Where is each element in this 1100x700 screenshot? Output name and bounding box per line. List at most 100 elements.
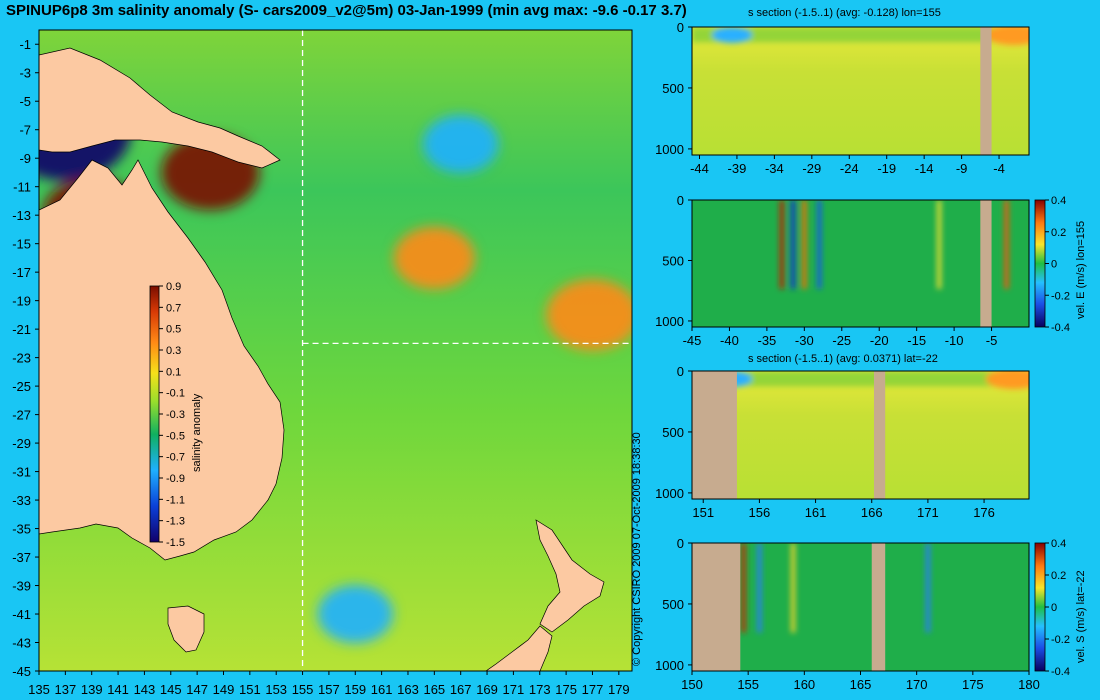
map-colorbar-tick-label: 0.7: [166, 302, 181, 314]
section-x-tick-label: -34: [765, 161, 784, 176]
map-colorbar-tick-label: 0.1: [166, 366, 181, 378]
map-frame: [38, 29, 633, 672]
warm-surface-patch: [986, 27, 1029, 45]
surface-band: [692, 27, 1029, 43]
section-x-tick-label: 170: [906, 677, 928, 692]
velocity-colorbar-tick-label: 0.2: [1051, 570, 1066, 582]
velocity-jet-0: [779, 200, 784, 289]
velocity-colorbar-label: vel. S (m/s) lat=-22: [1075, 570, 1087, 663]
map-y-tick-label: -41: [12, 607, 31, 622]
section-land-0: [980, 27, 992, 155]
map-colorbar-tick-label: 0.9: [166, 281, 181, 293]
section-y-tick-label: 500: [662, 253, 684, 268]
map-colorbar-tick-label: -1.3: [166, 516, 185, 528]
map-x-tick-label: 135: [28, 682, 50, 697]
warm-surface-patch: [986, 371, 1029, 389]
sec1-field: [692, 27, 1029, 155]
section-background: [692, 543, 1029, 671]
velocity-jet-1: [791, 200, 796, 289]
section-background: [692, 27, 1029, 155]
section-land-1: [871, 543, 886, 671]
fresh-anomaly-5: [422, 114, 499, 173]
section-x-tick-label: -10: [945, 333, 964, 348]
section-x-tick-label: -24: [840, 161, 859, 176]
section-x-tick-label: -25: [832, 333, 851, 348]
section-y-tick-label: 500: [662, 597, 684, 612]
section-y-tick-label: 0: [677, 364, 684, 379]
map-y-tick-label: -15: [12, 237, 31, 252]
section-x-tick-label: 161: [805, 505, 827, 520]
section-y-tick-label: 500: [662, 81, 684, 96]
map-y-tick-label: -33: [12, 493, 31, 508]
sec4-field: [692, 543, 1029, 671]
section-x-tick-label: 160: [793, 677, 815, 692]
map-y-tick-label: -43: [12, 636, 31, 651]
land-new-zealand-north: [535, 519, 605, 633]
section-x-tick-label: 180: [1018, 677, 1040, 692]
section-x-tick-label: 166: [861, 505, 883, 520]
map-y-axis: -1 -3 -5 -7 -9 -11 -13 -15 -17 -19 -21 -23 -25 -27 -29…: [12, 37, 39, 679]
map-x-tick-label: 167: [450, 682, 472, 697]
map-x-tick-label: 173: [529, 682, 551, 697]
surface-layer: [692, 27, 1029, 45]
section-x-tick-label: -39: [728, 161, 747, 176]
section-x-tick-label: -19: [877, 161, 896, 176]
land-areas: [39, 47, 605, 671]
map-y-tick-label: -9: [19, 151, 31, 166]
velocity-jet-3: [925, 543, 930, 633]
sec2-field: [692, 200, 1029, 327]
velocity-jets: [779, 200, 1009, 289]
velocity-colorbar-tick-label: 0.4: [1051, 195, 1066, 207]
map-x-tick-label: 151: [239, 682, 261, 697]
map-x-tick-label: 139: [81, 682, 103, 697]
section-y-tick-label: 0: [677, 536, 684, 551]
surface-band: [692, 371, 1029, 387]
map-x-tick-label: 169: [476, 682, 498, 697]
map-x-tick-label: 145: [160, 682, 182, 697]
map-x-tick-label: 143: [134, 682, 156, 697]
map-y-tick-label: -19: [12, 294, 31, 309]
map-colorbar-tick-label: -0.7: [166, 452, 185, 464]
velocity-colorbar-tick-label: 0.2: [1051, 227, 1066, 239]
fresh-anomaly-6: [317, 585, 393, 644]
salinity-map: [39, 30, 632, 671]
map-y-tick-label: -37: [12, 550, 31, 565]
map-colorbar-tick-label: -0.5: [166, 430, 185, 442]
velocity-colorbar-tick-label: 0: [1051, 602, 1057, 614]
map-x-tick-label: 177: [582, 682, 604, 697]
map-colorbar-ticks: 0.9 0.7 0.5 0.3 0.1 -0.1 -0.3 -0.5 -0.7 -0.9 -1.1 -…: [159, 281, 185, 549]
section-background: [692, 371, 1029, 499]
section-x-tick-label: -45: [683, 333, 702, 348]
section-background: [692, 200, 1029, 327]
land-new-zealand-south: [485, 625, 553, 671]
sec3-field: [692, 371, 1029, 499]
velocity-colorbar-tick-label: -0.2: [1051, 290, 1070, 302]
map-y-tick-label: -25: [12, 379, 31, 394]
map-colorbar-tick-label: 0.3: [166, 345, 181, 357]
map-colorbar-tick-label: -1.5: [166, 537, 185, 549]
section-y-tick-label: 500: [662, 425, 684, 440]
sec3-frame: [691, 370, 1030, 500]
section-x-tick-label: -40: [720, 333, 739, 348]
section-x-tick-label: 176: [973, 505, 995, 520]
velocity-colorbar-tick-label: -0.4: [1051, 666, 1070, 678]
map-colorbar: 0.9 0.7 0.5 0.3 0.1 -0.1 -0.3 -0.5 -0.7 -0.9 -1.1 -…: [149, 281, 203, 549]
s-lon-section: -44 -39 -34 -29 -24 -19 -14 -9 -4 0 500 1000: [655, 20, 1030, 176]
section-x-tick-label: 165: [850, 677, 872, 692]
map-y-tick-label: -7: [19, 123, 31, 138]
section-x-tick-label: 155: [737, 677, 759, 692]
map-x-tick-label: 179: [608, 682, 630, 697]
surface-layer: [692, 371, 1029, 389]
section-x-tick-label: -20: [870, 333, 889, 348]
velocity-jet-2: [802, 200, 807, 289]
map-colorbar-label: salinity anomaly: [191, 393, 203, 472]
map-x-tick-label: 171: [503, 682, 525, 697]
section-y-tick-label: 1000: [655, 658, 684, 673]
warm-anomaly-2: [393, 226, 475, 290]
map-x-tick-label: 157: [318, 682, 340, 697]
warm-anomaly-3: [546, 279, 632, 351]
map-x-tick-label: 155: [292, 682, 314, 697]
velocity-jet-4: [937, 200, 942, 289]
map-y-tick-label: -13: [12, 208, 31, 223]
map-x-tick-label: 159: [344, 682, 366, 697]
